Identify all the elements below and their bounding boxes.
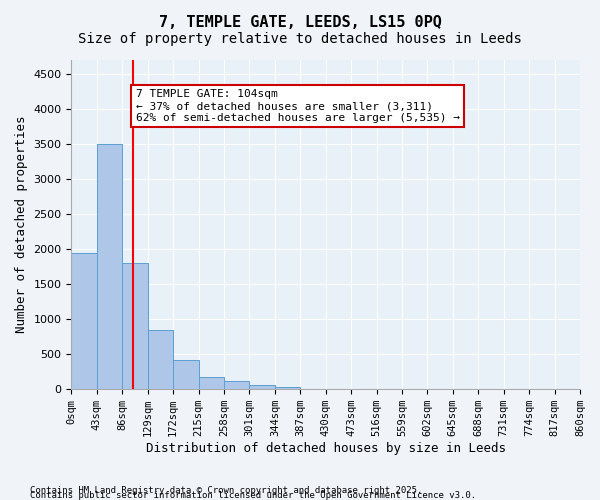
Bar xyxy=(122,263,148,389)
Bar xyxy=(148,330,173,389)
Bar xyxy=(275,387,300,389)
Bar xyxy=(224,381,250,389)
Bar xyxy=(173,360,199,389)
Bar xyxy=(300,388,326,389)
Text: Contains HM Land Registry data © Crown copyright and database right 2025.: Contains HM Land Registry data © Crown c… xyxy=(30,486,422,495)
Bar xyxy=(97,144,122,389)
Text: 7 TEMPLE GATE: 104sqm
← 37% of detached houses are smaller (3,311)
62% of semi-d: 7 TEMPLE GATE: 104sqm ← 37% of detached … xyxy=(136,90,460,122)
Text: 7, TEMPLE GATE, LEEDS, LS15 0PQ: 7, TEMPLE GATE, LEEDS, LS15 0PQ xyxy=(158,15,442,30)
Text: Contains public sector information licensed under the Open Government Licence v3: Contains public sector information licen… xyxy=(30,491,476,500)
Y-axis label: Number of detached properties: Number of detached properties xyxy=(15,116,28,334)
X-axis label: Distribution of detached houses by size in Leeds: Distribution of detached houses by size … xyxy=(146,442,506,455)
Text: Size of property relative to detached houses in Leeds: Size of property relative to detached ho… xyxy=(78,32,522,46)
Bar xyxy=(250,386,275,389)
Bar xyxy=(199,376,224,389)
Bar xyxy=(71,252,97,389)
